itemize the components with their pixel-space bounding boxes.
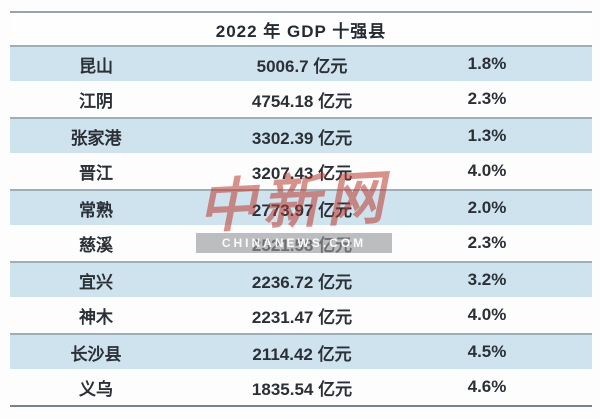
county-name-cell: 昆山: [79, 56, 113, 76]
county-name-cell: 神木: [79, 307, 113, 327]
county-name-cell: 义乌: [79, 379, 113, 399]
growth-rate-cell: 2.0%: [467, 198, 507, 217]
gdp-value-cell: 3302.39 亿元: [251, 128, 353, 148]
gdp-value-cell: 2231.47 亿元: [251, 307, 353, 327]
growth-rate-cell: 4.6%: [467, 377, 507, 396]
growth-rate-cell: 4.0%: [467, 161, 507, 180]
growth-rate-cell: 4.5%: [467, 342, 507, 361]
county-name-cell: 宜兴: [79, 272, 113, 292]
growth-rate-cell: 2.3%: [467, 233, 507, 252]
table-row: 义乌 1835.54 亿元 4.6%: [10, 369, 592, 405]
table-row: 慈溪 2521.58 亿元 2.3%: [10, 225, 592, 261]
table-row: 昆山 5006.7 亿元 1.8%: [10, 45, 592, 81]
table-row: 常熟 2773.97 亿元 2.0%: [10, 189, 592, 225]
county-name-cell: 常熟: [79, 200, 113, 220]
gdp-ranking-table: 2022 年 GDP 十强县 昆山 5006.7 亿元 1.8% 江阴 4754…: [10, 11, 592, 407]
growth-rate-cell: 1.8%: [467, 54, 507, 73]
table-row: 神木 2231.47 亿元 4.0%: [10, 297, 592, 333]
growth-rate-cell: 1.3%: [467, 126, 507, 145]
gdp-value-cell: 4754.18 亿元: [251, 91, 353, 111]
gdp-value-cell: 2521.58 亿元: [251, 235, 353, 255]
table-row: 张家港 3302.39 亿元 1.3%: [10, 117, 592, 153]
gdp-value-cell: 5006.7 亿元: [256, 56, 348, 76]
table-title: 2022 年 GDP 十强县: [10, 13, 592, 45]
county-name-cell: 江阴: [79, 91, 113, 111]
gdp-value-cell: 2773.97 亿元: [251, 200, 353, 220]
county-name-cell: 张家港: [70, 128, 122, 148]
table-row: 长沙县 2114.42 亿元 4.5%: [10, 333, 592, 369]
growth-rate-cell: 4.0%: [467, 305, 507, 324]
gdp-value-cell: 1835.54 亿元: [251, 379, 353, 399]
growth-rate-cell: 2.3%: [467, 89, 507, 108]
county-name-cell: 晋江: [79, 163, 113, 183]
table-row: 晋江 3207.43 亿元 4.0%: [10, 153, 592, 189]
county-name-cell: 长沙县: [70, 344, 122, 364]
gdp-value-cell: 2114.42 亿元: [252, 344, 352, 364]
gdp-value-cell: 2236.72 亿元: [251, 272, 353, 292]
table-row: 宜兴 2236.72 亿元 3.2%: [10, 261, 592, 297]
county-name-cell: 慈溪: [79, 235, 113, 255]
table-row: 江阴 4754.18 亿元 2.3%: [10, 81, 592, 117]
gdp-value-cell: 3207.43 亿元: [251, 163, 353, 183]
growth-rate-cell: 3.2%: [467, 270, 507, 289]
